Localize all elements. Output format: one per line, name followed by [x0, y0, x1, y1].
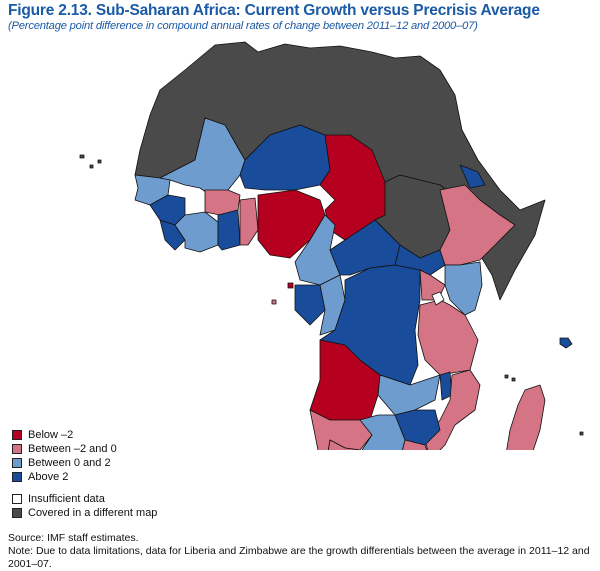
country-tanzania: [417, 299, 479, 376]
legend-label: Covered in a different map: [28, 507, 158, 519]
legend-swatch: [12, 458, 22, 468]
country-gabon: [294, 284, 326, 326]
island-cape-verde: [79, 154, 102, 169]
country-cote-divoire: [174, 211, 219, 253]
note-text: Note: Due to data limitations, data for …: [8, 545, 590, 570]
country-ethiopia: [439, 184, 516, 266]
legend-label: Insufficient data: [28, 493, 105, 505]
legend-label: Between –2 and 0: [28, 443, 117, 455]
country-angola: [309, 339, 381, 421]
legend-swatch: [12, 472, 22, 482]
country-eritrea: [459, 164, 486, 189]
island-seychelles: [559, 337, 573, 349]
country-zambia: [377, 374, 441, 416]
island-comoros: [504, 374, 516, 382]
country-south-sudan: [394, 244, 446, 276]
legend-item: Between 0 and 2: [12, 456, 157, 470]
legend-item: Above 2: [12, 470, 157, 484]
legend-swatch: [12, 494, 22, 504]
island-eq-guinea: [287, 282, 294, 289]
legend-swatch: [12, 430, 22, 440]
country-niger: [239, 124, 331, 191]
legend-item: Covered in a different map: [12, 506, 157, 520]
footer-notes: Source: IMF staff estimates. Note: Due t…: [8, 532, 596, 571]
country-benin: [239, 197, 259, 246]
legend-label: Above 2: [28, 471, 69, 483]
country-madagascar: [506, 384, 546, 450]
country-south-africa: [327, 439, 428, 450]
legend-label: Between 0 and 2: [28, 457, 111, 469]
country-botswana: [359, 414, 406, 450]
country-ghana: [217, 209, 241, 251]
legend-label: Below –2: [28, 429, 74, 441]
island-sao-tome: [271, 299, 277, 305]
source-text: Source: IMF staff estimates.: [8, 532, 139, 544]
lake-victoria: [431, 291, 445, 306]
legend-item: Below –2: [12, 428, 157, 442]
country-liberia: [159, 219, 186, 251]
figure-title: Figure 2.13. Sub-Saharan Africa: Current…: [8, 2, 540, 19]
map-legend: Below –2 Between –2 and 0 Between 0 and 2 A…: [12, 428, 157, 520]
africa-map: [79, 41, 584, 450]
legend-swatch: [12, 508, 22, 518]
legend-item: Between –2 and 0: [12, 442, 157, 456]
legend-swatch: [12, 444, 22, 454]
island-mauritius: [579, 431, 584, 436]
figure-subtitle: (Percentage point difference in compound…: [8, 20, 478, 32]
legend-item: Insufficient data: [12, 492, 157, 506]
country-kenya: [444, 261, 483, 316]
